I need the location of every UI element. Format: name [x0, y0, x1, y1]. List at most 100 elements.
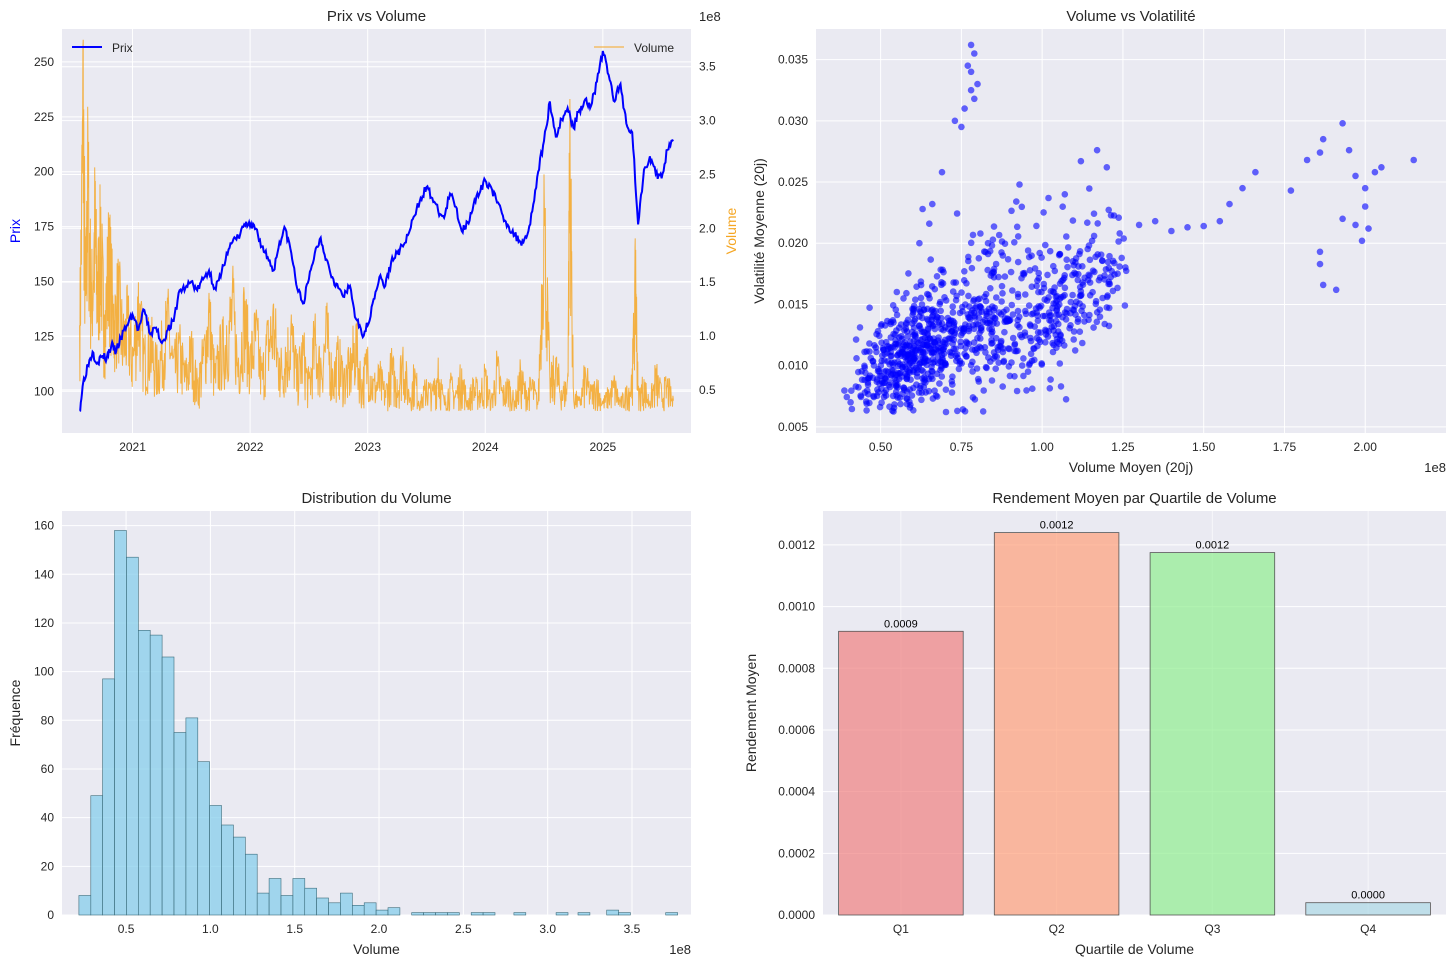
scatter-point: [1028, 357, 1036, 365]
scatter-point: [936, 380, 943, 387]
scatter-point: [892, 306, 900, 314]
scatter-point: [878, 321, 885, 328]
scatter-point: [1070, 336, 1077, 343]
scatter-point: [1102, 266, 1110, 273]
scatter-point: [974, 296, 982, 303]
scatter-point: [940, 326, 947, 334]
scatter-point: [1014, 233, 1022, 240]
scatter-point: [990, 223, 998, 230]
return-quartile-x-label: Quartile de Volume: [1075, 941, 1194, 957]
scatter-point: [1044, 333, 1052, 340]
scatter-point: [1014, 307, 1022, 315]
price-volume-y-tick-label: 200: [34, 165, 54, 179]
scatter-point: [1034, 329, 1042, 336]
scatter-point: [936, 298, 944, 306]
scatter-point: [966, 303, 973, 310]
scatter-point: [917, 294, 925, 302]
scatter-point: [924, 317, 932, 324]
scatter-point: [988, 377, 996, 384]
scatter-point: [1069, 217, 1077, 224]
volume-distribution-title: Distribution du Volume: [301, 490, 451, 507]
volume-volatility-title: Volume vs Volatilité: [1066, 8, 1195, 25]
quartile-bar-q3: [1149, 552, 1276, 916]
scatter-point: [954, 354, 961, 362]
scatter-point: [957, 338, 964, 346]
scatter-point: [1094, 220, 1101, 227]
scatter-point: [1371, 168, 1379, 176]
chart-volume-distribution: Distribution du Volume 0.5 1.0 1.5 2.0 2.5 3.0…: [7, 490, 691, 957]
scatter-point: [1056, 360, 1064, 367]
scatter-point: [918, 358, 925, 366]
scatter-point: [1027, 350, 1035, 358]
scatter-point: [912, 357, 919, 365]
volume-axis-label: Volume: [723, 207, 739, 254]
scatter-point: [941, 294, 948, 301]
scatter-point: [876, 403, 884, 411]
scatter-point: [958, 123, 965, 131]
histogram-bar: [149, 634, 163, 916]
price-volume-y-tick-label: 250: [34, 55, 54, 69]
scatter-point: [961, 268, 968, 275]
scatter-point: [1056, 250, 1063, 258]
scatter-point: [1105, 206, 1112, 214]
scatter-point: [970, 339, 978, 346]
scatter-point: [990, 269, 997, 276]
scatter-point: [977, 230, 984, 237]
scatter-point: [885, 343, 893, 351]
scatter-point: [952, 279, 960, 286]
scatter-point: [1043, 297, 1051, 304]
scatter-point: [918, 396, 925, 404]
scatter-point: [1067, 298, 1075, 306]
scatter-point: [1252, 168, 1259, 176]
scatter-point: [961, 350, 968, 358]
scatter-point: [920, 306, 928, 313]
volume-volatility-x-tick-label: 1.25: [1111, 440, 1135, 454]
scatter-point: [1022, 291, 1029, 298]
scatter-point: [1000, 357, 1008, 365]
scatter-point: [949, 303, 956, 310]
scatter-point: [1319, 281, 1327, 289]
scatter-point: [1074, 276, 1082, 284]
scatter-point: [927, 256, 934, 263]
histogram-bar: [375, 909, 389, 916]
scatter-point: [1030, 345, 1037, 352]
scatter-point: [910, 337, 918, 345]
scatter-point: [895, 340, 902, 347]
scatter-point: [1089, 288, 1096, 296]
scatter-point: [1040, 280, 1048, 288]
scatter-point: [1009, 287, 1016, 294]
scatter-point: [1077, 287, 1085, 295]
scatter-point: [1013, 387, 1021, 395]
return-quartile-x-tick-label: Q1: [893, 922, 909, 936]
price-volume-x-tick-label: 2021: [119, 440, 146, 454]
scatter-point: [967, 86, 975, 94]
scatter-point: [903, 343, 911, 351]
return-quartile-y-tick-label: 0.0006: [778, 723, 815, 737]
volume-distribution-y-tick-label: 40: [41, 811, 55, 825]
scatter-point: [1120, 235, 1127, 242]
scatter-point: [997, 339, 1005, 346]
scatter-point: [1122, 264, 1129, 271]
scatter-point: [965, 292, 972, 300]
scatter-point: [1026, 267, 1034, 274]
scatter-point: [979, 408, 987, 415]
scatter-point: [1018, 203, 1026, 211]
scatter-point: [1033, 222, 1040, 230]
scatter-point: [893, 311, 901, 319]
histogram-bar: [387, 907, 401, 916]
scatter-point: [889, 317, 897, 324]
scatter-point: [906, 404, 914, 411]
scatter-point: [992, 334, 1000, 342]
scatter-point: [912, 296, 919, 304]
chart-return-by-volume-quartile: Rendement Moyen par Quartile de Volume 0.…: [743, 490, 1446, 957]
scatter-point: [1135, 221, 1143, 229]
volume-distribution-y-tick-label: 140: [34, 567, 54, 581]
scatter-point: [1016, 313, 1023, 321]
scatter-point: [1070, 328, 1078, 335]
scatter-point: [1025, 302, 1033, 309]
histogram-bar: [245, 853, 258, 916]
scatter-point: [919, 205, 926, 213]
scatter-point: [931, 387, 938, 395]
scatter-point: [973, 303, 980, 310]
scatter-point: [940, 268, 947, 276]
